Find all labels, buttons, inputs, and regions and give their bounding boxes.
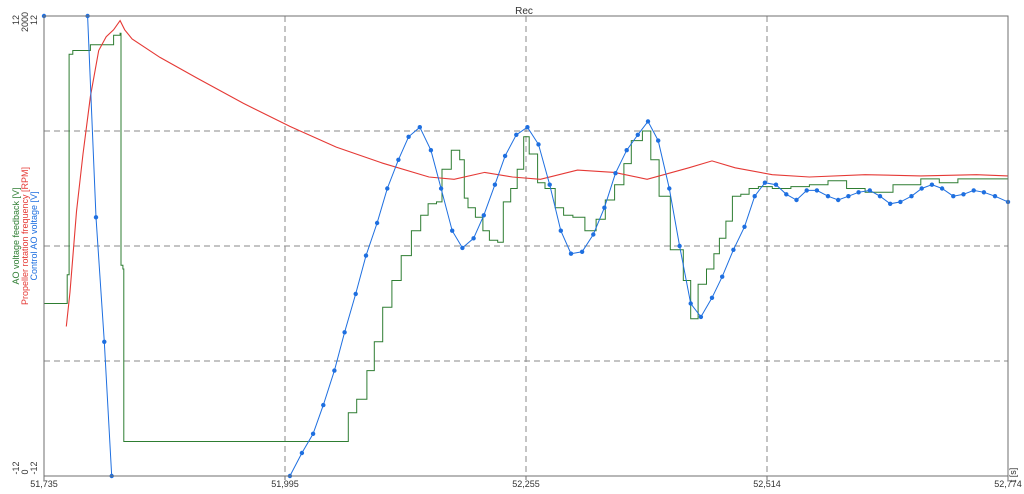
data-point: [867, 188, 872, 193]
data-point: [846, 194, 851, 199]
data-point: [310, 431, 316, 436]
data-point: [752, 194, 757, 199]
data-point: [438, 186, 444, 191]
data-point: [591, 232, 596, 237]
y-axis-label-control-ao: Control AO voltage [V]: [29, 191, 39, 280]
data-point: [353, 291, 358, 297]
data-point: [374, 220, 380, 226]
data-point: [856, 190, 861, 195]
data-point: [814, 188, 820, 193]
data-point: [971, 188, 976, 193]
x-tick-label: 52,255: [512, 479, 540, 489]
data-point: [698, 314, 704, 320]
x-tick-label: 51,995: [271, 479, 299, 489]
x-tick-label: 51,735: [30, 479, 58, 489]
y-tick-top-rpm: 2000: [20, 12, 30, 32]
data-point: [547, 182, 552, 187]
data-point: [720, 274, 725, 279]
data-point: [762, 180, 768, 185]
series-line-propeller-rotation-frequency-rpm: [65, 19, 1009, 327]
data-point: [93, 215, 99, 220]
data-point: [709, 295, 715, 300]
data-point: [492, 182, 498, 187]
data-point: [877, 194, 883, 199]
y-tick-top-control-ao: 12: [29, 15, 39, 25]
y-tick-top-ao-feedback: 12: [11, 15, 21, 25]
data-point: [804, 188, 809, 193]
data-point: [363, 253, 369, 258]
data-point: [939, 186, 945, 191]
data-point: [342, 330, 347, 335]
data-point: [481, 213, 486, 218]
data-point: [951, 194, 956, 199]
chart-title: Rec: [515, 6, 533, 17]
data-point: [536, 142, 541, 147]
data-point: [667, 186, 672, 191]
data-point: [688, 301, 693, 306]
x-tick-label: 52,514: [753, 479, 781, 489]
data-point: [396, 157, 401, 162]
data-point: [919, 186, 924, 191]
data-point: [299, 450, 305, 456]
data-point: [579, 249, 585, 254]
data-point: [332, 368, 337, 373]
data-point: [428, 148, 434, 153]
data-point: [385, 186, 390, 191]
data-point: [992, 194, 998, 199]
data-point: [825, 194, 831, 199]
data-point: [406, 134, 411, 139]
data-point: [929, 182, 935, 187]
plot-area: [41, 13, 1011, 479]
data-point: [645, 119, 651, 124]
data-point: [898, 199, 903, 205]
data-point: [909, 194, 914, 199]
data-point: [731, 247, 736, 252]
data-point: [460, 245, 465, 251]
data-point: [888, 201, 893, 206]
data-point: [558, 228, 563, 233]
data-point: [677, 243, 682, 249]
data-point: [773, 182, 779, 187]
data-point: [635, 132, 640, 137]
data-point: [784, 192, 789, 197]
y-axis-label-ao-feedback: AO voltage feedback [V]: [11, 187, 21, 284]
data-point: [836, 197, 841, 203]
data-point: [514, 132, 519, 137]
y-tick-bottom-rpm: 0: [20, 469, 30, 474]
data-point: [794, 197, 799, 203]
data-point: [742, 224, 747, 229]
data-point: [321, 402, 326, 408]
data-point: [602, 205, 607, 210]
data-point: [961, 192, 966, 197]
data-point: [981, 190, 987, 195]
data-point: [471, 236, 476, 241]
data-point: [613, 171, 618, 176]
grid: [44, 16, 1008, 476]
data-point: [417, 125, 422, 130]
x-tick-label: 52,774: [994, 479, 1022, 489]
y-tick-bottom-control-ao: -12: [29, 461, 39, 474]
data-point: [102, 339, 107, 344]
data-point: [502, 153, 508, 159]
x-axis-label: t [s]: [1008, 468, 1018, 483]
data-point: [568, 251, 574, 256]
data-point: [656, 138, 661, 143]
y-tick-bottom-ao-feedback: -12: [11, 461, 21, 474]
data-point: [450, 228, 455, 233]
axes: 51,735 51,995 52,255 52,514 52,774: [30, 15, 1022, 489]
data-point: [624, 148, 629, 153]
y-axis-label-rpm: Propeller rotation frequency [RPM]: [20, 167, 30, 305]
series-line-ao-voltage-feedback-v: [44, 32, 1009, 442]
data-point: [525, 125, 530, 130]
